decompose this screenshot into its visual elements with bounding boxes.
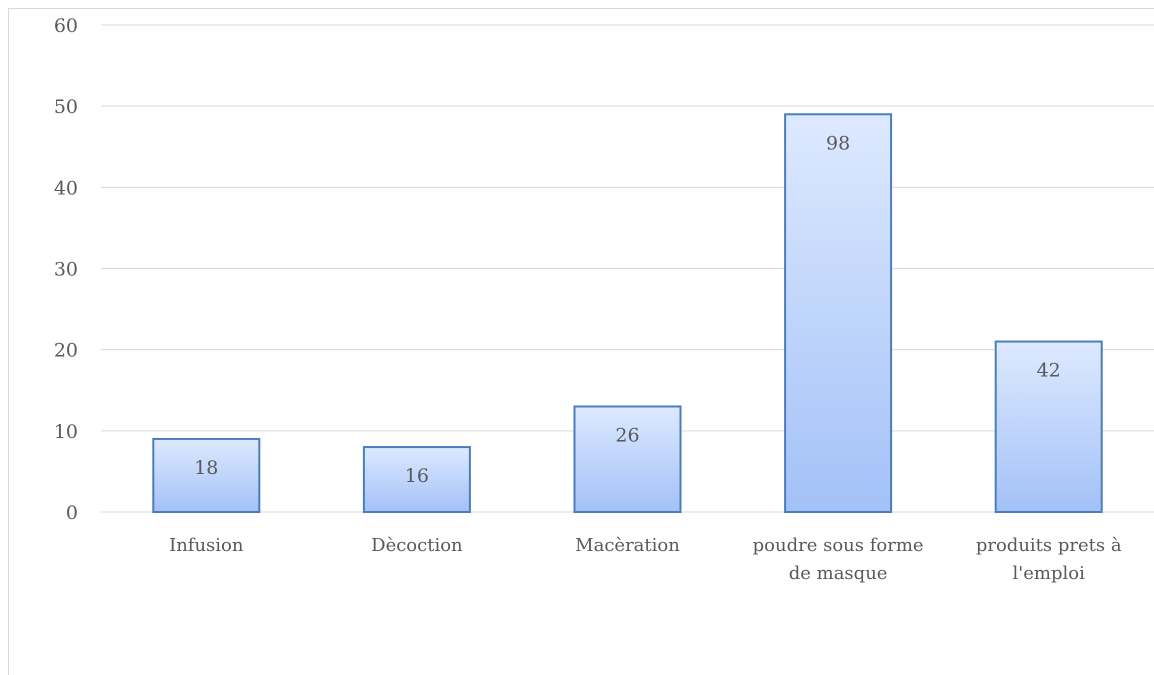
y-tick-label: 40: [54, 177, 78, 199]
bar: [784, 113, 893, 514]
y-tick-label: 60: [54, 15, 78, 37]
x-category-label: l'emploi: [1013, 563, 1086, 584]
bar: [573, 405, 682, 514]
data-label: 16: [405, 465, 429, 487]
x-axis: Infusion Dècoction Macèration poudre sous f…: [169, 535, 1122, 584]
y-tick-label: 30: [54, 259, 78, 281]
x-category-label: Infusion: [169, 535, 244, 556]
y-axis: 0 10 20 30 40 50 60: [54, 15, 78, 524]
x-category-label: Macèration: [575, 535, 680, 556]
x-category-label: poudre sous forme: [753, 535, 924, 556]
data-label: 18: [194, 457, 218, 479]
bar: [994, 340, 1103, 513]
x-category-label: Dècoction: [371, 535, 463, 556]
bar: [362, 446, 471, 514]
x-category-label: de masque: [789, 563, 888, 584]
bars: 18 16 26 98 42: [152, 113, 1103, 514]
y-tick-label: 20: [54, 340, 78, 362]
data-label: 42: [1037, 360, 1061, 382]
data-label: 98: [826, 132, 850, 154]
bar: [152, 437, 261, 514]
y-tick-label: 10: [54, 421, 78, 443]
y-tick-label: 50: [54, 96, 78, 118]
x-category-label: produits prets à: [976, 535, 1122, 556]
data-label: 26: [615, 424, 639, 446]
y-tick-label: 0: [66, 502, 78, 524]
chart-frame: [8, 8, 1154, 675]
